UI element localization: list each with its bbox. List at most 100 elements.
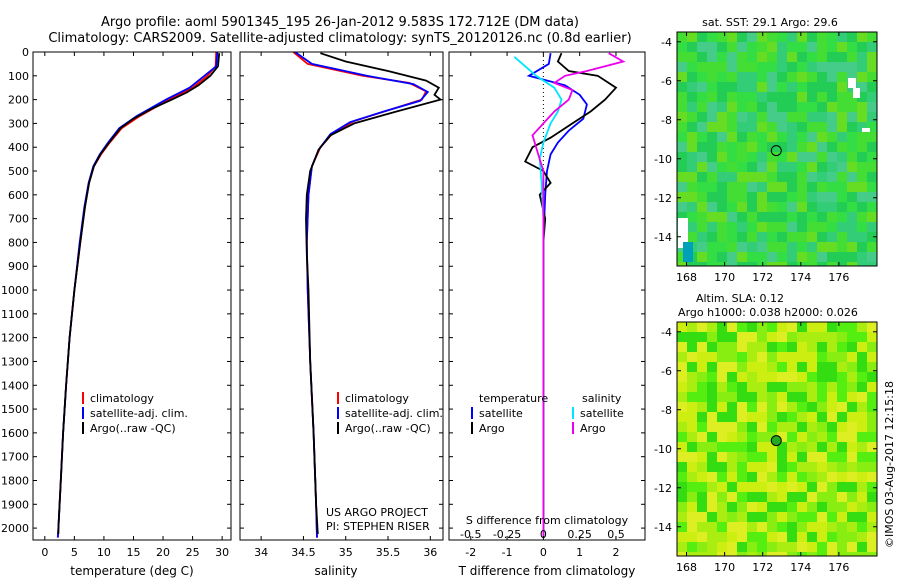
map-cell [737, 32, 747, 42]
difference-s-scale-ticks: -0.5 -0.25 0 0.25 0.5 [460, 528, 625, 541]
map-cell [787, 62, 797, 72]
map-cell [737, 462, 747, 472]
map-cell [757, 462, 767, 472]
map-cell [767, 202, 777, 212]
map-cell [767, 342, 777, 352]
map-cell [857, 182, 867, 192]
map-cell [727, 432, 737, 442]
map-cell [777, 162, 787, 172]
map-cell [747, 432, 757, 442]
salinity-x-label: salinity [314, 564, 357, 578]
map-cell [727, 452, 737, 462]
map-cell [697, 102, 707, 112]
map-cell [867, 82, 877, 92]
map-cell [807, 532, 817, 542]
map-cell [757, 332, 767, 342]
map-cell [697, 332, 707, 342]
map-cell [707, 182, 717, 192]
map-cell [767, 542, 777, 552]
map-cell [857, 52, 867, 62]
x-tick-label: -1 [502, 546, 513, 559]
map-cell [737, 532, 747, 542]
map-cell [797, 332, 807, 342]
map-cell [727, 82, 737, 92]
map-cell [857, 462, 867, 472]
map-cell [787, 322, 797, 332]
map-cell [747, 452, 757, 462]
map-cell [737, 552, 747, 556]
map-cell [777, 442, 787, 452]
temperature-legend: climatology satellite-adj. clim. Argo(..… [82, 392, 188, 435]
map-cell [837, 382, 847, 392]
map-y-tick-label: -10 [654, 153, 672, 166]
map-cell [807, 82, 817, 92]
x-tick-label: 0 [540, 546, 547, 559]
argo-location-marker [770, 435, 782, 447]
map-cell [767, 162, 777, 172]
map-cell [847, 392, 857, 402]
sst-map-field [677, 32, 877, 266]
map-cell [747, 152, 757, 162]
map-cell [677, 152, 687, 162]
map-cell [837, 402, 847, 412]
map-cell [817, 502, 827, 512]
map-cell [847, 442, 857, 452]
map-cell [717, 492, 727, 502]
map-cell [807, 392, 817, 402]
map-cell [757, 392, 767, 402]
map-cell [747, 382, 757, 392]
map-cell [737, 212, 747, 222]
map-cell [857, 402, 867, 412]
map-cell [787, 192, 797, 202]
map-cell [697, 322, 707, 332]
map-cell [797, 472, 807, 482]
map-cell [777, 132, 787, 142]
map-cell [797, 352, 807, 362]
map-cell [777, 372, 787, 382]
map-cell [807, 322, 817, 332]
map-cell [807, 42, 817, 52]
map-cell [847, 242, 857, 252]
series-line-argo---raw--qc- [305, 52, 443, 535]
map-cell [837, 512, 847, 522]
map-x-tick-label: 176 [828, 271, 849, 284]
map-cell [737, 522, 747, 532]
map-cell [837, 332, 847, 342]
map-cell [807, 92, 817, 102]
map-cell [777, 232, 787, 242]
s-tick-label: -0.5 [460, 528, 481, 541]
legend-label-t-argo: Argo [479, 422, 505, 435]
map-cell [817, 52, 827, 62]
x-tick-label: 5 [71, 546, 78, 559]
map-cell [687, 342, 697, 352]
map-cell [817, 142, 827, 152]
map-cell [707, 172, 717, 182]
map-cell [847, 132, 857, 142]
map-cell [807, 102, 817, 112]
map-cell [747, 222, 757, 232]
map-cell [777, 322, 787, 332]
map-cell [687, 32, 697, 42]
map-cell [807, 372, 817, 382]
map-cell [727, 62, 737, 72]
map-cell [837, 172, 847, 182]
map-cell [797, 92, 807, 102]
map-cell [807, 122, 817, 132]
map-cell [787, 552, 797, 556]
map-cell [757, 72, 767, 82]
sla-map-y-ticks: -4 -6 -8 -10 -12 -14 [654, 326, 877, 534]
map-cell [687, 192, 697, 202]
depth-tick-label: 200 [8, 94, 29, 107]
map-cell [837, 202, 847, 212]
map-cell [827, 72, 837, 82]
map-cell [797, 222, 807, 232]
map-cell [757, 232, 767, 242]
map-cell [787, 152, 797, 162]
map-cell [727, 222, 737, 232]
map-cell [747, 542, 757, 552]
map-cell [687, 92, 697, 102]
x-tick-label: 20 [156, 546, 170, 559]
map-cell [767, 182, 777, 192]
map-cell [857, 82, 867, 92]
map-cell [717, 112, 727, 122]
